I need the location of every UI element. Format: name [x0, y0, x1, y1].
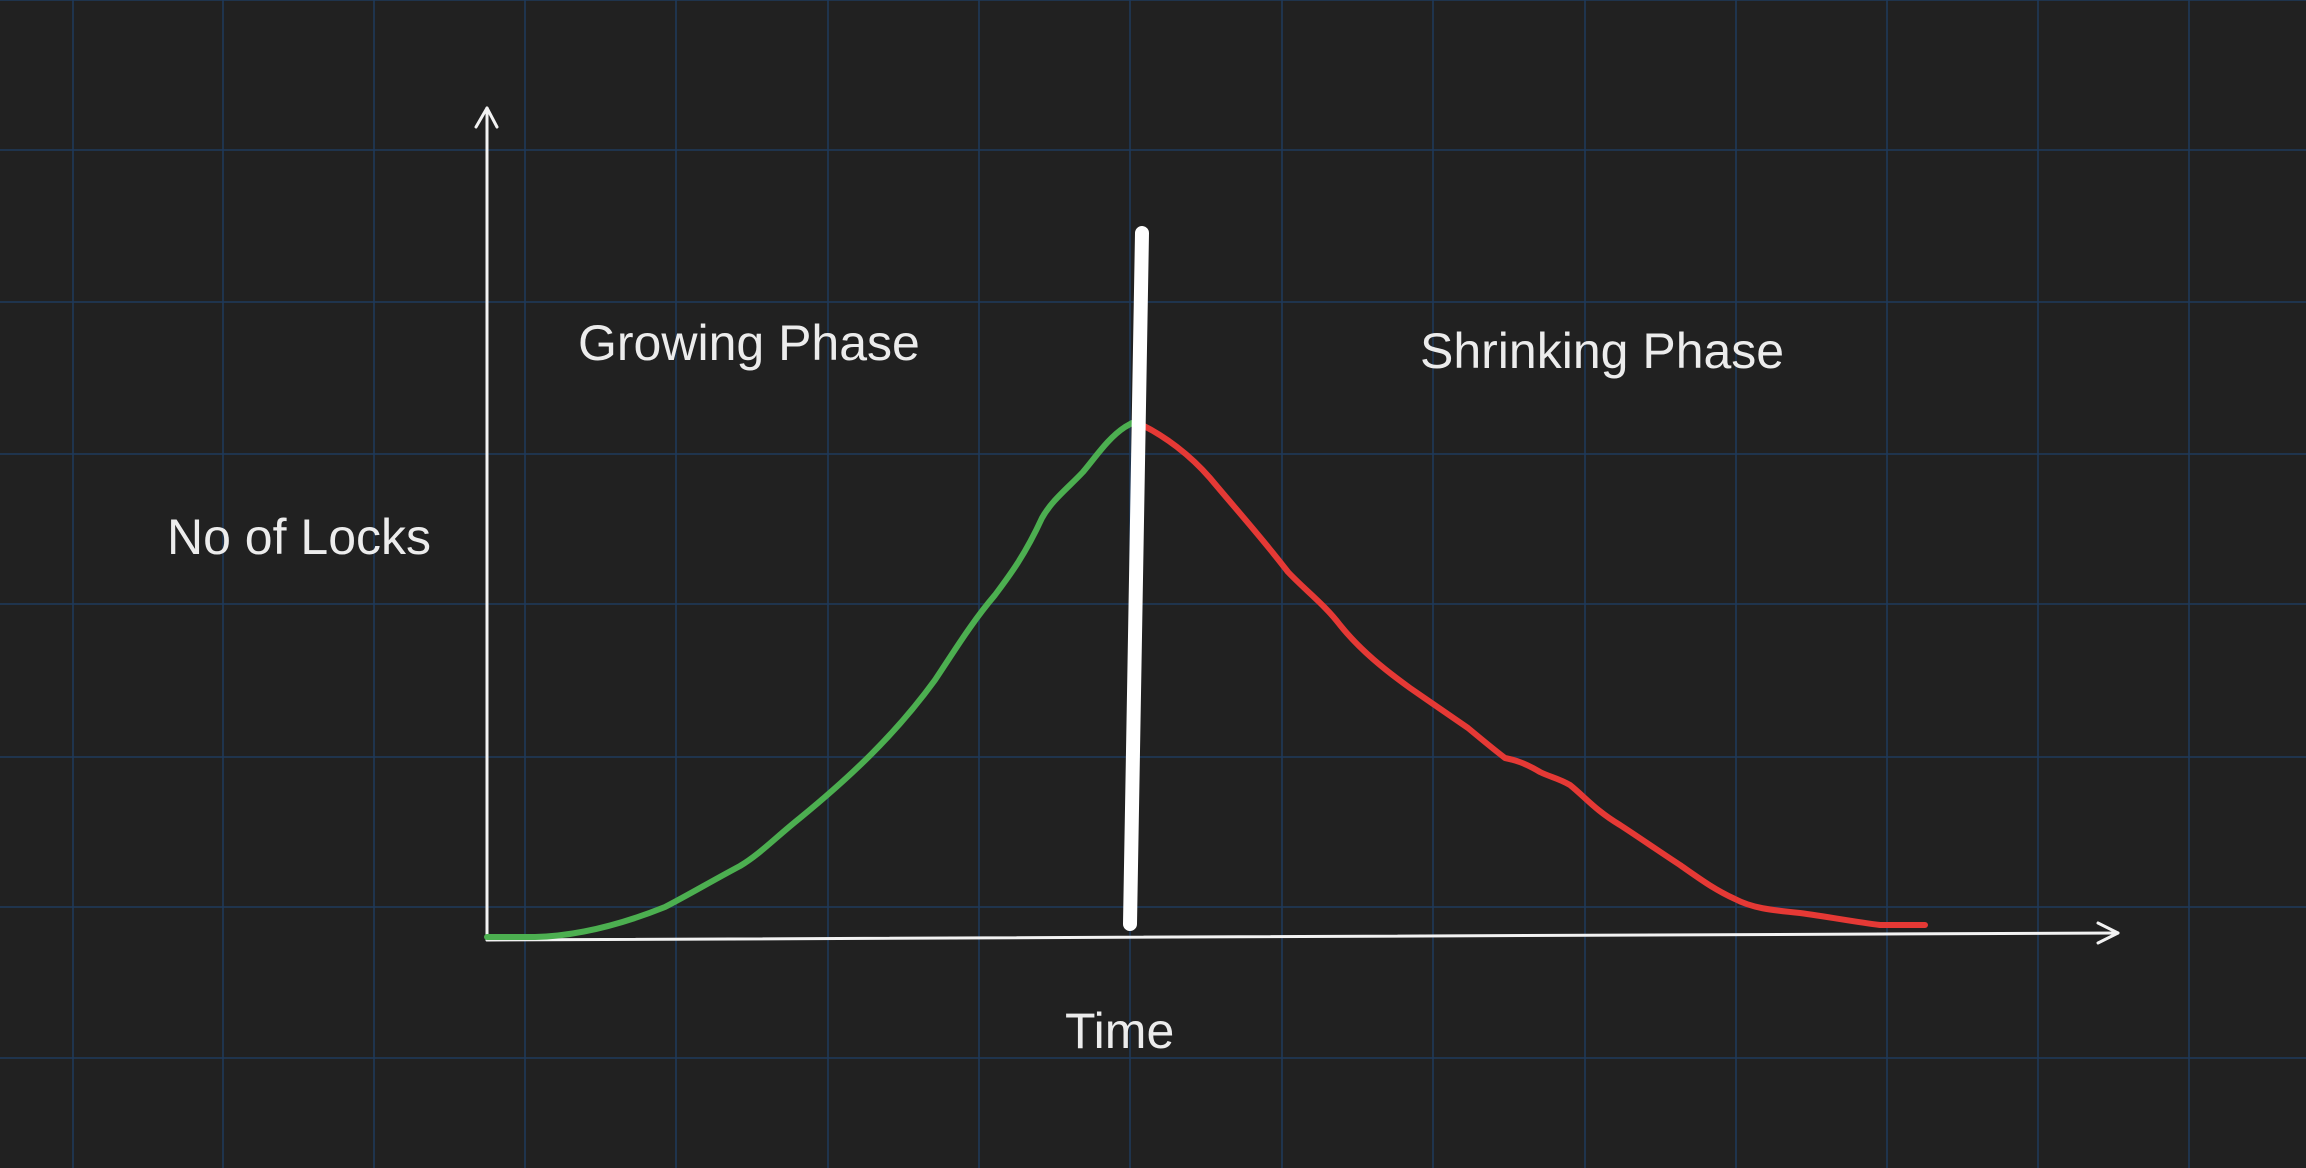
growing-phase-label: Growing Phase: [578, 315, 920, 371]
growing-phase-curve: [484, 420, 1135, 940]
y-axis-label: No of Locks: [167, 509, 432, 565]
shrinking-phase-curve: [1137, 421, 1928, 928]
x-axis: [485, 931, 2120, 942]
y-axis-arrowhead: [474, 106, 499, 129]
shrinking-phase-label: Shrinking Phase: [1420, 323, 1785, 379]
phase-divider: [1123, 226, 1149, 931]
x-axis-label: Time: [1065, 1003, 1175, 1059]
x-axis-arrowhead: [2096, 921, 2120, 945]
